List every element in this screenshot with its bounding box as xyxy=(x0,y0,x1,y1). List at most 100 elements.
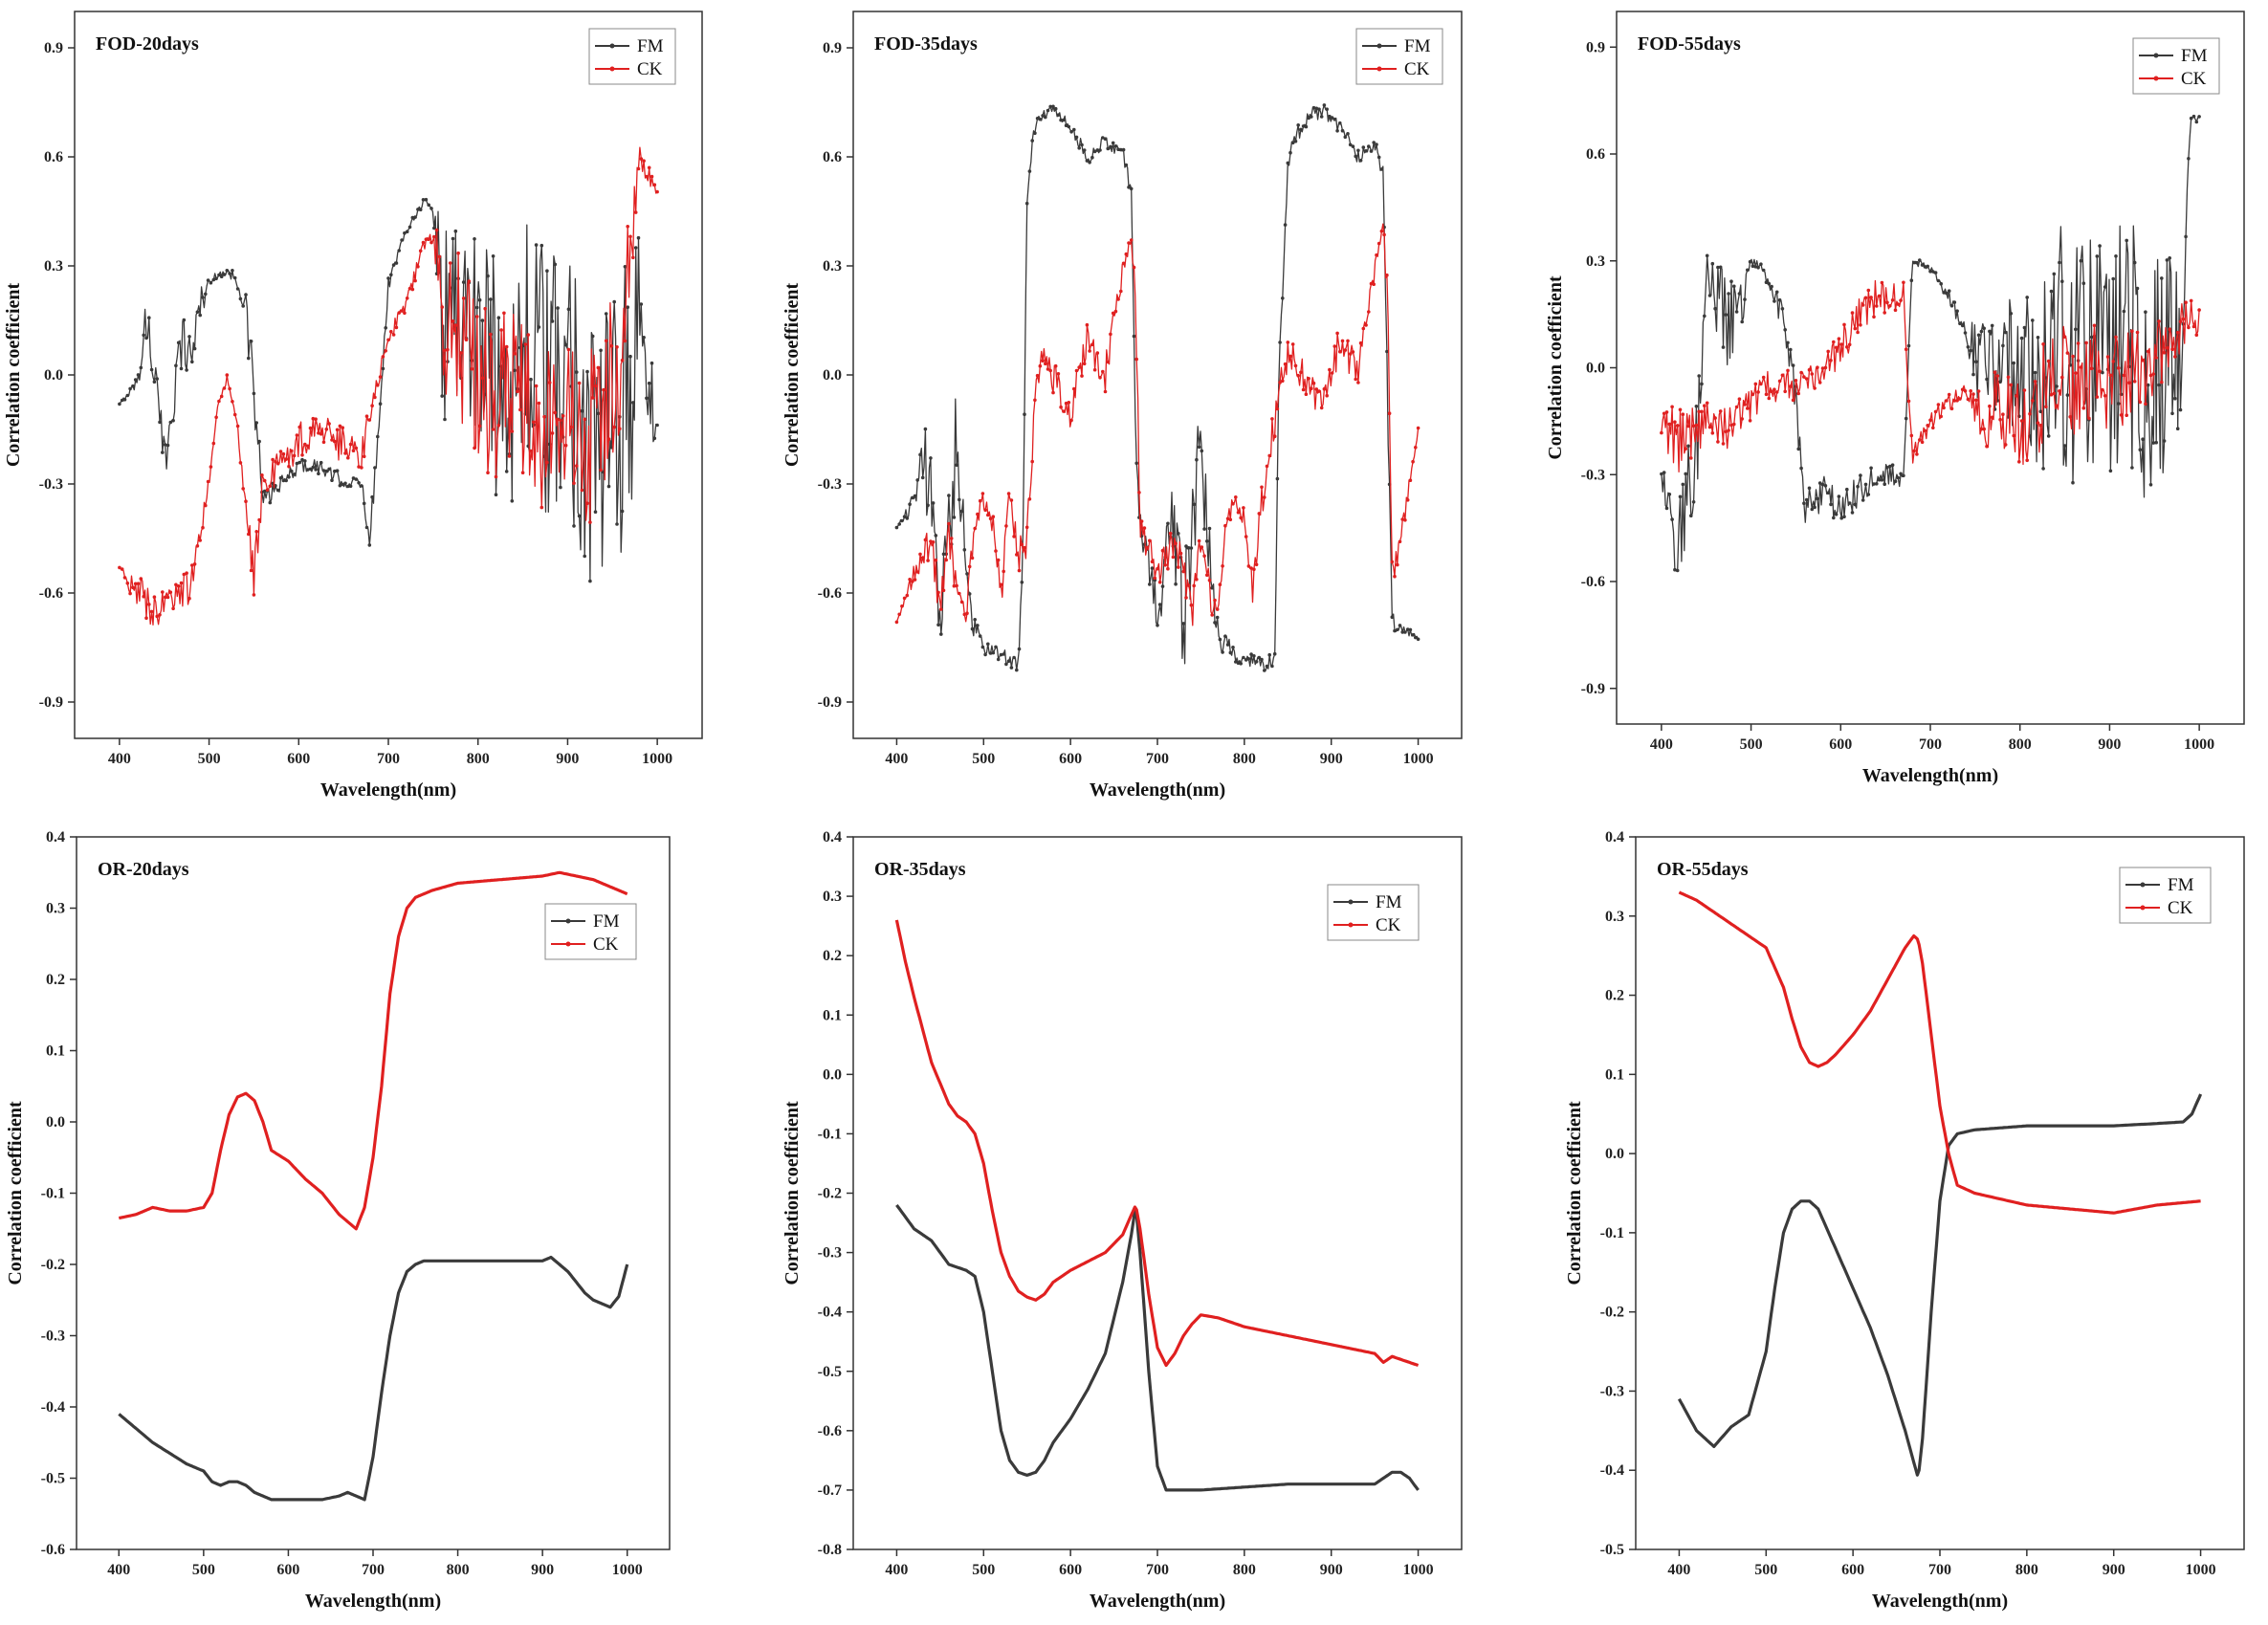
series-marker xyxy=(991,515,996,518)
series-marker xyxy=(513,352,517,356)
series-marker xyxy=(1756,266,1760,270)
series-marker xyxy=(1718,409,1723,413)
series-marker xyxy=(1971,392,1975,396)
series-marker xyxy=(1074,368,1079,373)
series-marker xyxy=(2194,120,2199,124)
series-marker xyxy=(1899,472,1903,476)
series-marker xyxy=(1393,628,1397,633)
series-marker xyxy=(1753,265,1758,269)
series-marker xyxy=(973,618,977,622)
chart-panel-2: 400 500 600 700 800 900 1000 -0.9 -0.6 -0.3 0.0 0.3… xyxy=(782,11,1463,801)
series-marker xyxy=(1340,128,1345,133)
series-marker xyxy=(1278,340,1282,344)
series-marker xyxy=(1764,280,1769,285)
series-marker xyxy=(2036,421,2040,426)
series-marker xyxy=(1325,393,1329,398)
series-marker xyxy=(1863,296,1868,300)
series-marker xyxy=(926,559,930,562)
series-marker xyxy=(2017,460,2021,464)
series-marker xyxy=(378,402,383,406)
y-tick-label: -0.5 xyxy=(41,1471,65,1487)
series-marker xyxy=(362,454,366,459)
series-marker xyxy=(1310,115,1313,119)
series-marker xyxy=(1969,348,1972,353)
series-marker xyxy=(931,540,936,544)
series-marker xyxy=(978,498,982,503)
series-marker xyxy=(1174,541,1178,545)
series-marker xyxy=(1896,302,1901,306)
series-marker xyxy=(2168,256,2171,260)
series-marker xyxy=(958,497,961,502)
series-marker xyxy=(1729,279,1733,284)
series-marker xyxy=(1942,291,1946,295)
series-marker xyxy=(1186,546,1191,550)
series-marker xyxy=(176,340,181,345)
series-marker xyxy=(429,240,433,245)
series-marker xyxy=(351,449,356,453)
series-marker xyxy=(1746,406,1750,410)
y-tick-label: -0.3 xyxy=(41,1329,65,1345)
series-marker xyxy=(225,269,230,273)
series-marker xyxy=(1993,370,1997,375)
series-marker xyxy=(1872,315,1876,319)
series-marker xyxy=(642,159,646,163)
series-marker xyxy=(1888,464,1892,469)
series-marker xyxy=(626,225,629,229)
x-tick-label: 800 xyxy=(1233,751,1256,767)
series-marker xyxy=(136,582,141,585)
chart-panel-3: 400 500 600 700 800 900 1000 -0.9 -0.6 -0.3 0.0 0.3… xyxy=(1545,11,2245,786)
x-tick-label: 900 xyxy=(2098,736,2121,753)
series-marker xyxy=(955,463,958,468)
y-tick-label: -0.2 xyxy=(818,1186,842,1202)
y-tick-label: 0.0 xyxy=(44,367,63,384)
x-tick-label: 900 xyxy=(2103,1562,2125,1578)
series-marker xyxy=(1912,449,1916,453)
series-marker xyxy=(249,340,253,343)
series-marker xyxy=(1958,397,1962,401)
y-axis-label: Correlation coefficient xyxy=(5,1101,26,1285)
series-marker xyxy=(262,478,267,483)
series-marker xyxy=(2151,372,2156,376)
series-marker xyxy=(1178,551,1183,556)
series-marker xyxy=(897,612,901,617)
series-marker xyxy=(1906,399,1911,404)
series-marker xyxy=(1085,322,1090,327)
series-marker xyxy=(1926,264,1929,269)
series-marker xyxy=(1290,342,1295,346)
series-marker xyxy=(900,518,904,523)
series-marker xyxy=(1859,473,1862,477)
series-marker xyxy=(357,465,361,469)
x-tick-label: 600 xyxy=(1841,1562,1864,1578)
series-marker xyxy=(1791,363,1795,367)
series-marker xyxy=(1684,472,1687,476)
series-marker xyxy=(1030,139,1034,143)
series-marker xyxy=(970,556,975,560)
series-marker xyxy=(918,452,922,457)
series-marker xyxy=(1979,329,1984,334)
series-line-ck xyxy=(1678,890,2201,1215)
series-marker xyxy=(461,280,466,284)
series-marker xyxy=(1150,560,1155,564)
series-marker xyxy=(1109,144,1112,149)
series-marker xyxy=(204,292,208,296)
series-marker xyxy=(1845,487,1849,492)
x-tick-label: 900 xyxy=(1320,1562,1343,1578)
y-tick-label: 0.3 xyxy=(1605,909,1624,925)
series-marker xyxy=(645,396,649,401)
y-tick-label: 0.6 xyxy=(1586,146,1605,163)
series-marker xyxy=(539,243,544,248)
series-marker xyxy=(1791,398,1795,403)
series-marker xyxy=(655,423,659,428)
series-marker xyxy=(211,441,216,446)
legend-label-fm: FM xyxy=(2181,46,2208,66)
series-marker xyxy=(2079,365,2083,369)
series-marker xyxy=(2114,335,2118,340)
series-marker xyxy=(171,606,175,611)
series-marker xyxy=(1092,367,1097,372)
series-marker xyxy=(934,558,938,562)
legend-marker-ck xyxy=(2140,905,2146,911)
series-marker xyxy=(967,564,972,569)
series-marker xyxy=(952,583,957,588)
series-marker xyxy=(2087,416,2091,421)
series-marker xyxy=(1863,482,1868,487)
